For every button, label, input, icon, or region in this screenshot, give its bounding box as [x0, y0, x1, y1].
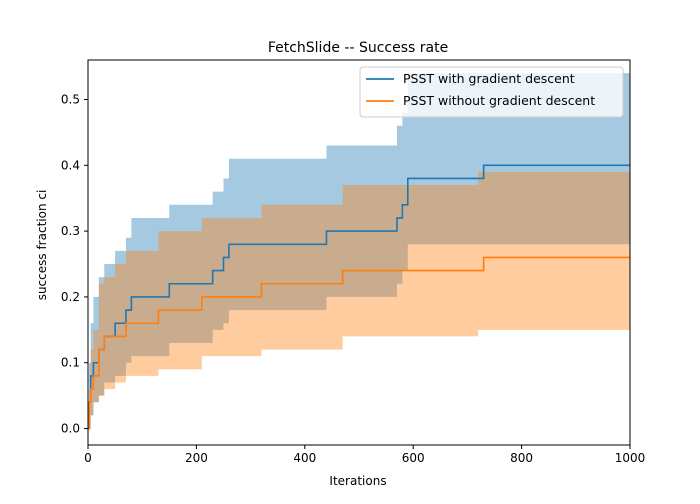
series-line-1 [88, 256, 630, 430]
x-tick-label-1: 200 [185, 451, 208, 465]
chart-title: FetchSlide -- Success rate [268, 40, 448, 56]
x-tick-label-2: 400 [293, 451, 316, 465]
y-tick-label-4: 0.4 [61, 158, 80, 172]
x-tick-label-0: 0 [84, 451, 92, 465]
legend-label-0: PSST with gradient descent [403, 71, 575, 86]
x-tick-label-4: 800 [510, 451, 533, 465]
y-tick-label-2: 0.2 [61, 290, 80, 304]
y-tick-label-1: 0.1 [61, 356, 80, 370]
plot-frame [87, 59, 631, 446]
y-axis-label: success fraction ci [35, 190, 49, 301]
axes: 0 200 400 600 800 1000 0.0 0.1 0.2 0.3 0.4 0.5 [61, 59, 646, 465]
x-axis-label: Iterations [329, 474, 386, 488]
confidence-bands [88, 73, 630, 429]
series-lines [88, 164, 630, 430]
x-tick-label-5: 1000 [615, 451, 646, 465]
series-line-0 [88, 164, 630, 430]
y-tick-label-5: 0.5 [61, 92, 80, 106]
x-tick-label-3: 600 [402, 451, 425, 465]
legend-box [359, 66, 624, 118]
legend: PSST with gradient descent PSST without g… [359, 66, 624, 118]
legend-label-1: PSST without gradient descent [403, 93, 595, 108]
y-tick-label-0: 0.0 [61, 422, 80, 436]
confidence-band-1 [88, 171, 630, 429]
confidence-band-0 [88, 73, 630, 429]
y-tick-label-3: 0.3 [61, 224, 80, 238]
